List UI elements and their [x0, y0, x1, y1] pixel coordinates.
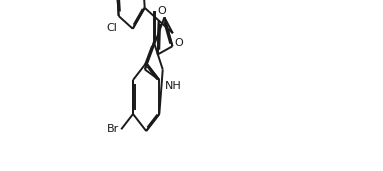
Text: Cl: Cl [106, 23, 118, 32]
Text: O: O [174, 38, 183, 48]
Text: O: O [157, 6, 166, 16]
Text: NH: NH [165, 82, 182, 91]
Text: Br: Br [107, 124, 119, 134]
